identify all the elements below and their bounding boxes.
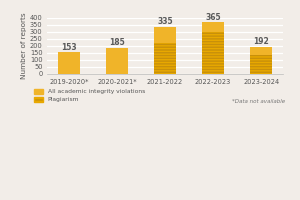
Bar bbox=[154, 27, 176, 43]
Bar bbox=[250, 55, 272, 74]
Bar bbox=[202, 32, 224, 74]
Y-axis label: Number of reports: Number of reports bbox=[21, 12, 27, 79]
Text: 192: 192 bbox=[253, 37, 269, 46]
Text: 153: 153 bbox=[61, 43, 77, 52]
Bar bbox=[250, 47, 272, 55]
Bar bbox=[202, 22, 224, 32]
Bar bbox=[58, 52, 80, 74]
Text: 185: 185 bbox=[109, 38, 125, 47]
Text: *Data not available: *Data not available bbox=[232, 99, 285, 104]
Text: 335: 335 bbox=[157, 17, 173, 26]
Text: 365: 365 bbox=[205, 13, 221, 22]
Bar bbox=[106, 48, 128, 74]
Bar bbox=[154, 43, 176, 74]
Legend: All academic integrity violations, Plagiarism: All academic integrity violations, Plagi… bbox=[34, 89, 145, 102]
